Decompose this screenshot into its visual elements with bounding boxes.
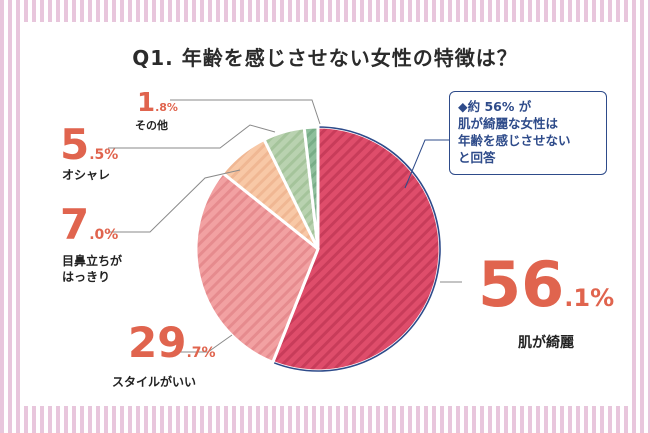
pie-slice-highlight xyxy=(271,126,441,372)
leader-line-style xyxy=(178,334,233,353)
leader-line-medachi xyxy=(108,169,241,233)
leader-line-sonota xyxy=(170,99,321,125)
data-label-style-dec: .7% xyxy=(186,345,216,361)
data-label-medachi-dec: .0% xyxy=(89,227,119,243)
callout-line-1: ◆約 56% が xyxy=(458,99,532,114)
data-label-oshare: 5.5% xyxy=(60,120,118,169)
category-label-medachi-1: 目鼻立ちが xyxy=(62,254,123,268)
data-label-hada-int: 56 xyxy=(478,248,565,321)
data-label-oshare-dec: .5% xyxy=(89,147,119,163)
pie-slice-style xyxy=(194,170,320,365)
data-label-style-int: 29 xyxy=(128,318,187,367)
callout-line-4: と回答 xyxy=(458,150,496,165)
data-label-sonota-dec: .8% xyxy=(155,101,178,114)
callout-line-2: 肌が綺麗な女性は xyxy=(458,116,559,131)
data-label-medachi-int: 7 xyxy=(60,200,90,249)
data-label-medachi: 7.0% xyxy=(60,200,118,249)
data-label-hada-dec: .1% xyxy=(564,284,615,312)
pie-slice-sonota xyxy=(302,125,320,250)
category-label-hada: 肌が綺麗 xyxy=(518,335,574,351)
leader-line-oshare xyxy=(108,124,276,149)
category-label-style: スタイルがいい xyxy=(112,375,197,389)
chart-title: Q1. 年齢を感じさせない女性の特徴は？ xyxy=(132,46,518,70)
category-label-sonota: その他 xyxy=(135,119,168,132)
leader-line-callout xyxy=(404,139,449,189)
data-label-sonota: 1.8% xyxy=(137,88,178,118)
category-label-medachi-2: はっきり xyxy=(62,270,111,284)
data-label-oshare-int: 5 xyxy=(60,120,90,169)
data-label-style: 29.7% xyxy=(128,318,216,367)
data-label-sonota-int: 1 xyxy=(137,88,156,118)
data-label-hada: 56.1% xyxy=(478,248,614,321)
category-label-oshare: オシャレ xyxy=(62,168,111,182)
callout-line-3: 年齢を感じさせない xyxy=(458,133,571,148)
callout-box: ◆約 56% が 肌が綺麗な女性は 年齢を感じさせない と回答 xyxy=(449,91,607,175)
